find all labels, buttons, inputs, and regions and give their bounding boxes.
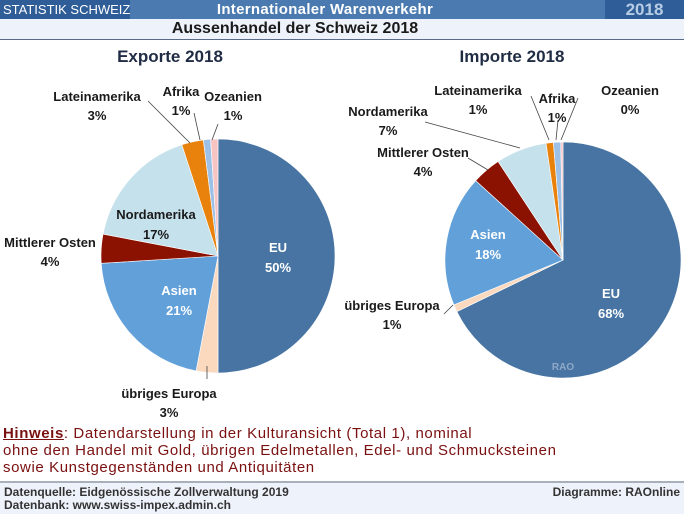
exports-value-mittlerer-osten: 4% xyxy=(41,254,60,269)
imports-value-uebriges-europa: 1% xyxy=(383,317,402,332)
imports-leader-nordamerika xyxy=(424,121,521,149)
exports-label-nordamerika: Nordamerika xyxy=(116,207,196,222)
footer: Datenquelle: Eidgenössische Zollverwaltu… xyxy=(0,481,684,514)
exports-label-uebriges-europa: übriges Europa xyxy=(121,386,217,401)
imports-value-afrika: 1% xyxy=(548,110,567,125)
exports-value-ozeanien: 1% xyxy=(224,108,243,123)
main-title: Internationaler Warenverkehr xyxy=(216,1,434,18)
exports-value-eu: 50% xyxy=(265,260,291,275)
pie-labels: EU 50% übriges Europa 3% Asien 21% Mittlerer O… xyxy=(4,83,659,420)
imports-slice-eu xyxy=(456,141,682,379)
imports-label-nordamerika: Nordamerika xyxy=(348,104,428,119)
exports-value-lateinamerika: 3% xyxy=(88,108,107,123)
exports-label-eu: EU xyxy=(269,240,287,255)
database-link: Datenbank: www.swiss-impex.admin.ch xyxy=(4,498,231,512)
exports-label-afrika: Afrika xyxy=(163,84,201,99)
imports-label-eu: EU xyxy=(602,286,620,301)
imports-label-afrika: Afrika xyxy=(539,91,577,106)
note-line3: sowie Kunstgegenständen und Antiquitäten xyxy=(3,459,315,476)
exports-slice-ozeanien xyxy=(210,138,219,257)
imports-value-asien: 18% xyxy=(475,247,501,262)
exports-label-asien: Asien xyxy=(161,283,196,298)
imports-label-ozeanien: Ozeanien xyxy=(601,83,659,98)
imports-value-mittlerer-osten: 4% xyxy=(414,164,433,179)
imports-leader-uebriges-europa xyxy=(443,304,454,315)
data-source: Datenquelle: Eidgenössische Zollverwaltu… xyxy=(4,485,289,499)
note-line2: ohne den Handel mit Gold, übrigen Edelme… xyxy=(3,442,557,459)
subtitle: Aussenhandel der Schweiz 2018 xyxy=(171,20,419,37)
exports-leader-ozeanien xyxy=(211,123,219,141)
imports-leader-afrika xyxy=(555,119,559,141)
pie-charts: EU 50% übriges Europa 3% Asien 21% Mittlerer O… xyxy=(4,83,682,420)
exports-value-nordamerika: 17% xyxy=(143,227,169,242)
exports-leader-lateinamerika xyxy=(147,100,191,144)
exports-title: Exporte 2018 xyxy=(117,47,223,66)
note: Hinweis: Datendarstellung in der Kultura… xyxy=(3,425,683,476)
year-badge: 2018 xyxy=(605,0,684,19)
imports-pie xyxy=(444,141,682,379)
imports-label-uebriges-europa: übriges Europa xyxy=(344,298,440,313)
header-bar: STATISTIK SCHWEIZ Internationaler Warenv… xyxy=(0,0,684,19)
exports-label-lateinamerika: Lateinamerika xyxy=(53,89,141,104)
imports-value-nordamerika: 7% xyxy=(379,123,398,138)
exports-slice-eu xyxy=(217,138,336,374)
exports-pie xyxy=(100,138,336,374)
imports-slice-asien xyxy=(444,180,564,306)
exports-value-asien: 21% xyxy=(166,303,192,318)
imports-leader-mittlerer-osten xyxy=(467,157,489,171)
imports-value-eu: 68% xyxy=(598,306,624,321)
imports-value-lateinamerika: 1% xyxy=(469,102,488,117)
exports-slice-asien xyxy=(100,255,219,372)
imports-slice-ozeanien xyxy=(560,141,564,261)
imports-label-mittlerer-osten: Mittlerer Osten xyxy=(377,145,469,160)
exports-slice-nordamerika xyxy=(102,144,219,257)
exports-label-mittlerer-osten: Mittlerer Osten xyxy=(4,235,96,250)
exports-value-afrika: 1% xyxy=(172,103,191,118)
chart-credit: Diagramme: RAOnline xyxy=(552,485,680,499)
imports-value-ozeanien: 0% xyxy=(621,102,640,117)
imports-title: Importe 2018 xyxy=(459,47,565,66)
exports-value-uebriges-europa: 3% xyxy=(160,405,179,420)
imports-label-asien: Asien xyxy=(470,227,505,242)
note-prefix: Hinweis xyxy=(3,425,64,442)
imports-leader-ozeanien xyxy=(560,97,579,141)
watermark: RAO xyxy=(552,362,574,373)
brand-label: STATISTIK SCHWEIZ xyxy=(0,0,130,19)
subtitle-bar: Aussenhandel der Schweiz 2018 xyxy=(0,19,684,40)
exports-leader-afrika xyxy=(193,112,201,141)
note-line1: : Datendarstellung in der Kulturansicht … xyxy=(63,425,473,442)
imports-leader-lateinamerika xyxy=(530,95,550,141)
imports-label-lateinamerika: Lateinamerika xyxy=(434,83,522,98)
exports-label-ozeanien: Ozeanien xyxy=(204,89,262,104)
